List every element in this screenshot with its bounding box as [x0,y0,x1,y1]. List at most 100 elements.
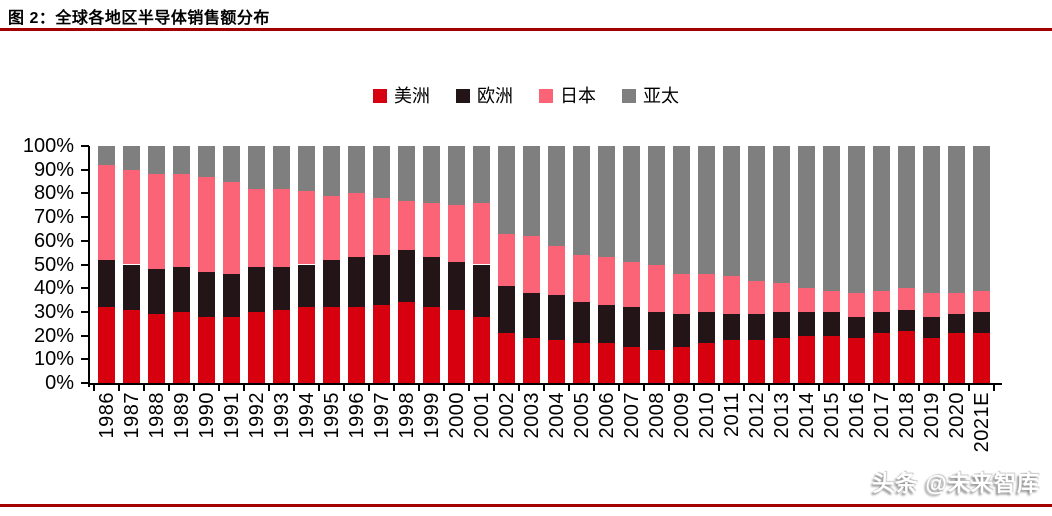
bar-2009-segment-americas [673,347,690,383]
bar-2001-segment-asia-pacific [473,146,490,203]
bar-2013-segment-japan [773,283,790,312]
y-axis-label-90%: 90% [33,158,74,181]
bar-2000-segment-asia-pacific [448,146,465,206]
bar-2020-segment-americas [948,333,965,383]
bar-1998-segment-japan [398,200,415,251]
x-axis-label-1993: 1993 [270,392,293,439]
bar-2007-segment-japan [623,262,640,308]
x-axis-tick-22 [643,385,645,391]
chart-legend: 美洲 欧洲 日本 亚太 [0,84,1052,108]
bar-2020-segment-europe [948,314,965,334]
bar-2013-segment-europe [773,311,790,338]
x-axis-tick-28 [793,385,795,391]
bar-2006-segment-europe [598,304,615,343]
x-axis-tick-27 [768,385,770,391]
bar-2020-segment-asia-pacific [948,146,965,293]
bar-1987-segment-europe [123,264,140,310]
bar-2006-segment-japan [598,257,615,305]
x-axis-tick-35 [968,385,970,391]
bar-2009-segment-asia-pacific [673,146,690,274]
bar-2019-segment-asia-pacific [923,146,940,293]
bar-1998-segment-europe [398,250,415,303]
x-axis-tick-2 [143,385,145,391]
bar-1987-segment-asia-pacific [123,146,140,170]
bar-2004-segment-japan [548,245,565,296]
x-axis-label-2007: 2007 [620,392,643,439]
x-axis-tick-21 [618,385,620,391]
x-axis-tick-14 [443,385,445,391]
y-axis-label-20%: 20% [33,324,74,347]
watermark-text: 头条 @未来智库 [872,471,1040,496]
x-axis-tick-6 [243,385,245,391]
x-axis-tick-13 [418,385,420,391]
x-axis-label-2015: 2015 [820,392,843,439]
bar-2020-segment-japan [948,292,965,315]
x-axis-label-1996: 1996 [345,392,368,439]
bar-2005-segment-japan [573,255,590,303]
bar-2002-segment-europe [498,285,515,334]
bar-1999-segment-americas [423,307,440,383]
x-axis-tick-8 [293,385,295,391]
bar-1989-segment-americas [173,311,190,383]
x-axis-label-1990: 1990 [195,392,218,439]
legend-swatch-asia-pacific [622,89,636,103]
bar-1986-segment-japan [98,164,115,260]
bar-2003-segment-americas [523,337,540,383]
bar-1988-segment-americas [148,314,165,383]
x-axis-label-2013: 2013 [770,392,793,439]
y-axis-label-0%: 0% [45,372,74,394]
bar-1997-segment-japan [373,198,390,255]
bar-2000-segment-europe [448,262,465,310]
x-axis-label-2003: 2003 [520,392,543,439]
x-axis-tick-3 [168,385,170,391]
bar-2017-segment-europe [873,311,890,334]
legend-item-europe: 欧洲 [456,86,513,106]
x-axis-label-2009: 2009 [670,392,693,439]
bar-2005-segment-europe [573,302,590,343]
y-axis-tick-50% [81,263,89,266]
legend-label-americas: 美洲 [394,86,430,106]
bar-2001-segment-japan [473,202,490,265]
bar-1996-segment-americas [348,307,365,383]
bar-2002-segment-americas [498,333,515,383]
bar-2005-segment-americas [573,342,590,383]
bar-2002-segment-japan [498,233,515,286]
bar-1986-segment-asia-pacific [98,146,115,165]
bar-1991-segment-europe [223,273,240,317]
bar-1991-segment-asia-pacific [223,146,240,182]
x-axis-label-2010: 2010 [695,392,718,439]
bar-2012-segment-japan [748,281,765,315]
bar-2015-segment-europe [823,311,840,336]
x-axis-label-1989: 1989 [170,392,193,439]
y-axis-label-50%: 50% [33,253,74,276]
bar-2010-segment-japan [698,273,715,312]
bar-2000-segment-americas [448,309,465,383]
bar-1986-segment-europe [98,259,115,308]
bar-2021E-segment-americas [973,333,990,383]
x-axis-label-2005: 2005 [570,392,593,439]
bar-1997-segment-americas [373,304,390,383]
bar-2015-segment-asia-pacific [823,146,840,291]
bar-2004-segment-americas [548,340,565,383]
bar-1995-segment-asia-pacific [323,146,340,196]
y-axis-tick-30% [81,310,89,313]
bar-2010-segment-europe [698,311,715,343]
bar-2014-segment-japan [798,288,815,312]
x-axis-label-2006: 2006 [595,392,618,439]
bar-2005-segment-asia-pacific [573,146,590,256]
bar-1987-segment-americas [123,309,140,383]
legend-label-asia-pacific: 亚太 [643,86,679,106]
x-axis-label-2016: 2016 [845,392,868,439]
x-axis-label-2018: 2018 [895,392,918,439]
bar-1991-segment-japan [223,181,240,274]
bar-2015-segment-americas [823,335,840,383]
x-axis-label-1987: 1987 [120,392,143,439]
bar-2009-segment-europe [673,314,690,348]
bar-2013-segment-asia-pacific [773,146,790,284]
bar-2003-segment-japan [523,236,540,293]
y-axis-tick-0% [81,382,89,384]
x-axis-label-1992: 1992 [245,392,268,439]
bar-2007-segment-asia-pacific [623,146,640,263]
x-axis-tick-33 [918,385,920,391]
bar-2011-segment-europe [723,314,740,341]
